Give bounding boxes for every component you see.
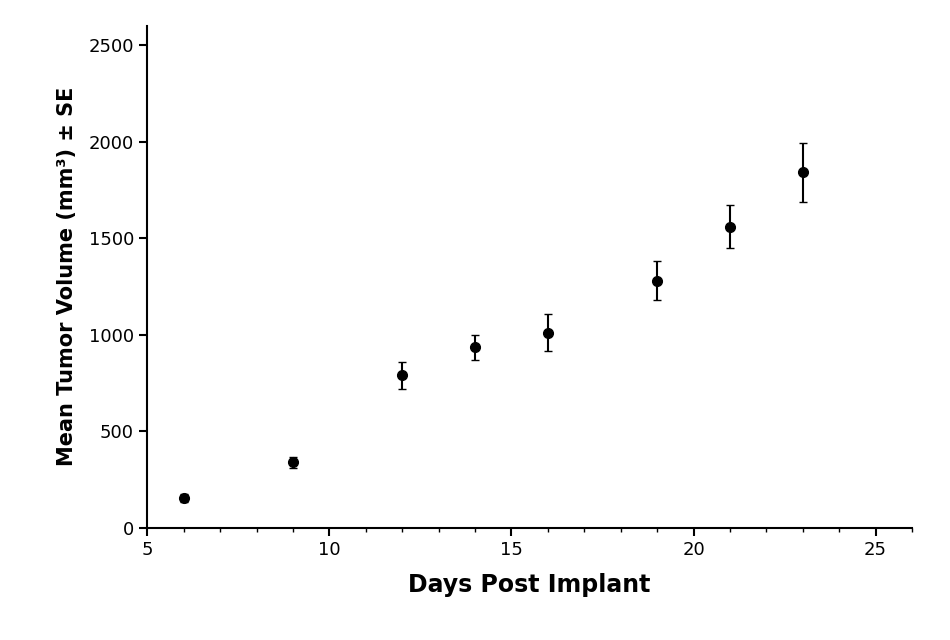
- X-axis label: Days Post Implant: Days Post Implant: [408, 573, 651, 597]
- Y-axis label: Mean Tumor Volume (mm³) ± SE: Mean Tumor Volume (mm³) ± SE: [57, 87, 78, 467]
